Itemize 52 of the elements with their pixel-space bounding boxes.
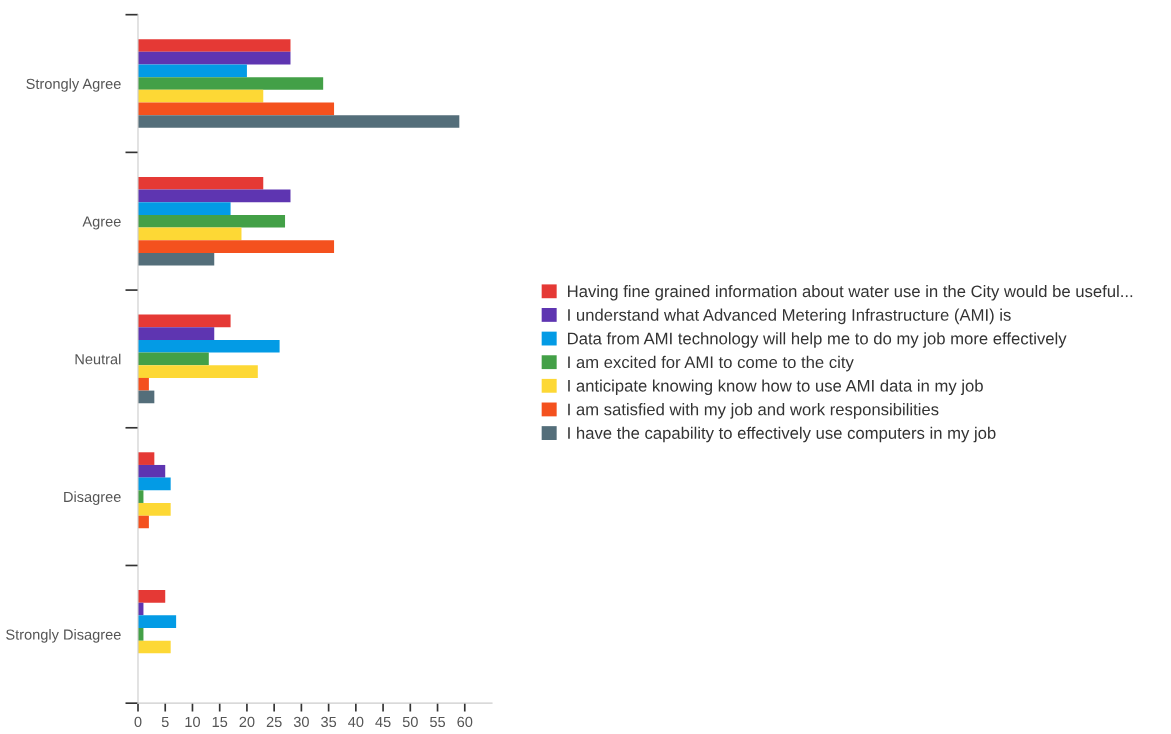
bar [138,176,264,190]
bar [138,214,286,228]
bar [138,227,242,241]
bar [138,452,155,465]
bar [138,89,264,103]
bar [138,77,324,90]
bar [138,377,149,391]
bar [138,39,291,52]
legend-label: I am excited for AMI to come to the city [568,355,854,372]
bar [138,352,209,366]
bar [138,51,291,65]
y-tick-label: Agree [82,216,121,230]
bar [138,252,215,266]
legend-label: Having fine grained information about water use in the City would be useful... [568,284,1133,301]
bar [138,502,171,516]
legend-label: I am satisfied with my job and work responsibilities [568,403,939,419]
x-tick-label: 45 [375,716,391,728]
bar [138,64,247,78]
legend-label: I have the capability to effectively use computers in my job [568,426,996,443]
legend-label: Data from AMI technology will help me to do my job more effectively [568,332,1067,348]
x-tick-label: 55 [430,716,446,728]
x-tick-label: 60 [457,716,473,728]
bar [138,365,258,378]
bar [138,339,280,353]
bar [138,589,166,603]
bar [138,640,171,654]
legend-label: I understand what Advanced Metering Infrastructure (AMI) is [568,308,1011,325]
bar [138,240,335,253]
x-tick-label: 30 [293,716,309,728]
bar [138,115,460,128]
bar [138,314,231,328]
y-tick-label: Neutral [75,353,121,365]
bar [138,189,291,203]
x-tick-label: 40 [348,716,364,728]
x-tick-label: 50 [402,716,418,728]
y-tick-label: Strongly Agree [26,78,121,92]
legend-label: I anticipate knowing know how to use AMI data in my job [568,379,983,396]
x-tick-label: 0 [134,716,142,728]
bar [138,202,231,215]
x-tick-label: 10 [185,716,200,728]
bar [138,615,177,628]
x-tick-label: 20 [239,716,255,728]
bar [138,327,215,340]
y-tick-label: Disagree [64,491,121,505]
x-tick-label: 5 [161,716,169,728]
y-tick-label: Strongly Disagree [6,629,121,643]
bar [138,464,166,478]
x-tick-label: 35 [321,716,337,728]
bar [138,102,335,116]
x-tick-label: 25 [266,716,282,728]
x-tick-label: 15 [212,716,228,728]
bar [138,477,171,491]
